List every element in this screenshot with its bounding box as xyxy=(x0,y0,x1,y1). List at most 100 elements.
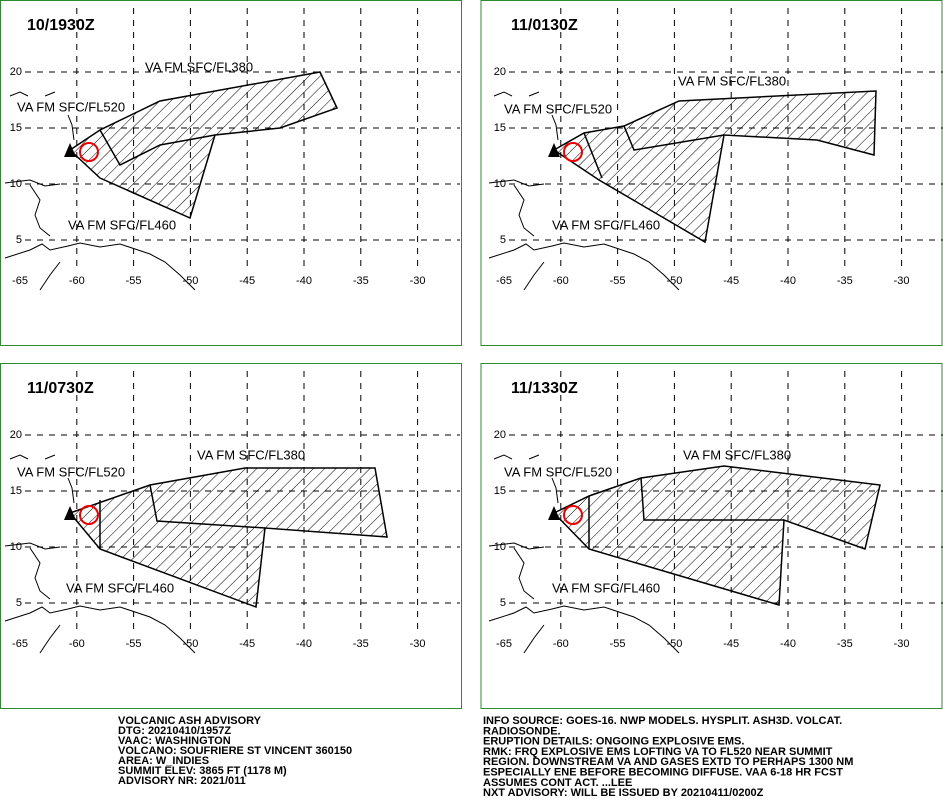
lon-tick-label: -50 xyxy=(182,275,198,287)
lat-tick-label: 20 xyxy=(494,66,506,78)
lat-tick-label: 5 xyxy=(16,234,22,246)
advisory-line: VOLCANIC ASH ADVISORY xyxy=(118,715,262,727)
ash-label: VA FM SFC/FL460 xyxy=(68,217,176,232)
advisory-line: VOLCANO: SOUFRIERE ST VINCENT 360150 xyxy=(118,745,352,757)
map-panel: 20 15 10 5 -65 -60 -55 -50 -45 -40 -35 -30 11/0130Z V… xyxy=(480,0,943,346)
advisory-line: INFO SOURCE: GOES-16. NWP MODELS. HYSPLI… xyxy=(483,715,842,727)
ash-polygon xyxy=(553,90,877,244)
coastline xyxy=(488,454,680,654)
ash-polygon xyxy=(69,467,388,609)
map-panel: 20 15 10 5 -65 -60 -55 -50 -45 -40 -35 -30 11/0730Z V… xyxy=(0,363,462,709)
lon-tick-label: -40 xyxy=(780,638,796,650)
polygon-edge xyxy=(99,129,216,166)
ash-label: VA FM SFC/FL380 xyxy=(678,73,786,88)
lon-tick-label: -55 xyxy=(126,638,142,650)
volcano-marker xyxy=(64,143,76,157)
advisory-line: DTG: 20210410/1957Z xyxy=(118,725,231,737)
advisory-line: ESPECIALLY ENE BEFORE BECOMING DIFFUSE. … xyxy=(483,767,843,779)
polygon-edge xyxy=(149,484,266,529)
polygon-edge xyxy=(623,125,725,151)
lat-tick-label: 5 xyxy=(500,597,506,609)
coastline xyxy=(4,454,196,654)
lon-tick-label: -60 xyxy=(69,275,85,287)
ash-polygon xyxy=(69,71,339,220)
advisory-line: NXT ADVISORY: WILL BE ISSUED BY 20210411… xyxy=(483,787,764,799)
lon-tick-label: -30 xyxy=(894,638,910,650)
lon-tick-label: -35 xyxy=(837,638,853,650)
lon-tick-label: -35 xyxy=(837,275,853,287)
ash-label: VA FM SFC/FL380 xyxy=(145,59,253,74)
ash-label: VA FM SFC/FL460 xyxy=(66,580,174,595)
lon-tick-label: -60 xyxy=(553,275,569,287)
panel-frame xyxy=(480,0,943,346)
lon-tick-label: -45 xyxy=(239,275,255,287)
panel-time: 11/0130Z xyxy=(511,17,578,34)
volcano-marker xyxy=(548,143,560,157)
lon-tick-label: -65 xyxy=(12,275,28,287)
panel-frame xyxy=(480,363,943,709)
lon-tick-label: -40 xyxy=(296,638,312,650)
map-panel: 20 15 10 5 -65 -60 -55 -50 -45 -40 -35 -30 10/1930Z V… xyxy=(0,0,462,346)
coastline xyxy=(4,91,196,291)
ash-label: VA FM SFC/FL520 xyxy=(17,464,125,479)
advisory-line: REGION. DOWNSTREAM VA AND GASES EXTD TO … xyxy=(483,756,853,768)
lon-tick-label: -50 xyxy=(182,638,198,650)
ash-label: VA FM SFC/FL520 xyxy=(17,99,125,114)
ash-label: VA FM SFC/FL520 xyxy=(504,464,612,479)
lat-tick-label: 10 xyxy=(10,541,22,553)
lon-tick-label: -55 xyxy=(610,638,626,650)
lat-tick-label: 15 xyxy=(494,485,506,497)
map-panel: 20 15 10 5 -65 -60 -55 -50 -45 -40 -35 -30 11/1330Z V… xyxy=(480,363,943,709)
lat-tick-label: 15 xyxy=(10,485,22,497)
advisory-line: AREA: W_INDIES xyxy=(118,755,209,767)
lat-tick-label: 5 xyxy=(500,234,506,246)
volcano-circle xyxy=(79,505,99,525)
lat-tick-label: 10 xyxy=(10,178,22,190)
lat-tick-label: 20 xyxy=(10,429,22,441)
panel-frame xyxy=(0,363,462,709)
polygon-edge xyxy=(640,477,784,521)
lon-tick-label: -45 xyxy=(723,275,739,287)
advisory-line: ADVISORY NR: 2021/011 xyxy=(118,775,246,787)
advisory-line: ERUPTION DETAILS: ONGOING EXPLOSIVE EMS. xyxy=(483,736,744,748)
ash-label: VA FM SFC/FL460 xyxy=(552,580,660,595)
lon-tick-label: -40 xyxy=(296,275,312,287)
lat-tick-label: 15 xyxy=(494,122,506,134)
volcano-circle xyxy=(563,505,583,525)
lat-tick-label: 20 xyxy=(10,66,22,78)
coastline xyxy=(488,91,680,291)
lon-tick-label: -50 xyxy=(666,275,682,287)
lat-tick-label: 5 xyxy=(16,597,22,609)
lon-tick-label: -55 xyxy=(610,275,626,287)
lat-tick-label: 10 xyxy=(494,178,506,190)
panel-frame xyxy=(0,0,462,346)
volcano-marker xyxy=(64,506,76,520)
advisory-line: SUMMIT ELEV: 3865 FT (1178 M) xyxy=(118,765,287,777)
ash-label: VA FM SFC/FL380 xyxy=(683,447,791,462)
lon-tick-label: -30 xyxy=(410,638,426,650)
lon-tick-label: -45 xyxy=(723,638,739,650)
volcano-circle xyxy=(563,142,583,162)
advisory-line: ASSUMES CONT ACT. ...LEE xyxy=(483,777,632,789)
advisory-line: RADIOSONDE. xyxy=(483,725,561,737)
lon-tick-label: -45 xyxy=(239,638,255,650)
ash-label: VA FM SFC/FL460 xyxy=(552,217,660,232)
lon-tick-label: -65 xyxy=(496,275,512,287)
panel-time: 10/1930Z xyxy=(27,17,95,34)
panel-time: 11/0730Z xyxy=(27,380,94,397)
ash-label: VA FM SFC/FL520 xyxy=(504,101,612,116)
advisory-line: RMK: FRQ EXPLOSIVE EMS LOFTING VA TO FL5… xyxy=(483,746,833,758)
advisory-line: VAAC: WASHINGTON xyxy=(118,735,231,747)
lat-tick-label: 10 xyxy=(494,541,506,553)
lon-tick-label: -40 xyxy=(780,275,796,287)
panel-time: 11/1330Z xyxy=(511,380,578,397)
lon-tick-label: -50 xyxy=(666,638,682,650)
lon-tick-label: -35 xyxy=(353,275,369,287)
lon-tick-label: -55 xyxy=(126,275,142,287)
lon-tick-label: -30 xyxy=(894,275,910,287)
lon-tick-label: -65 xyxy=(496,638,512,650)
lon-tick-label: -60 xyxy=(553,638,569,650)
volcano-marker xyxy=(548,506,560,520)
ash-polygon xyxy=(553,465,881,606)
